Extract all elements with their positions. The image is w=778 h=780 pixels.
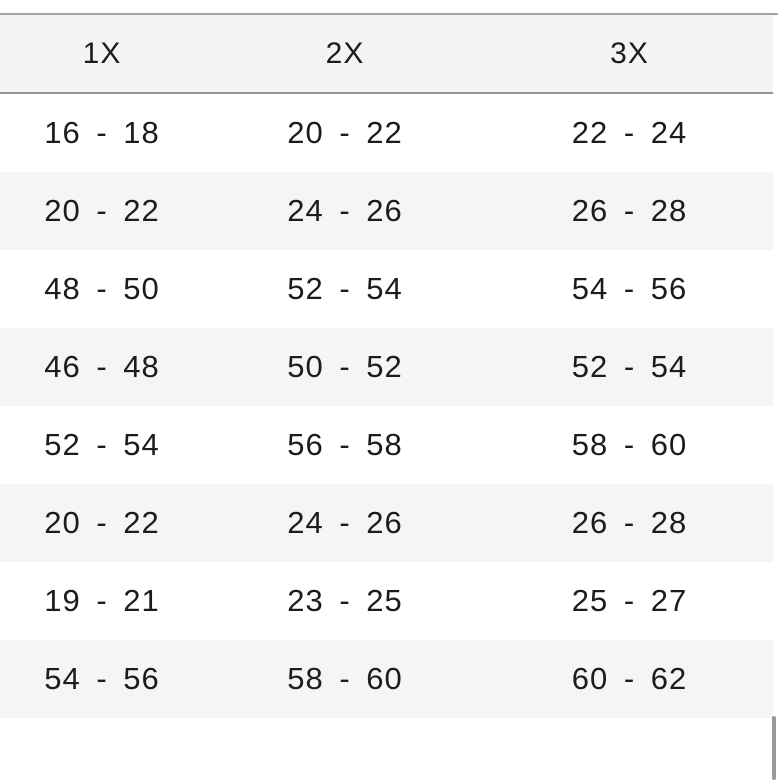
size-cell: 19 - 21: [44, 583, 160, 618]
table-row: 54 - 56 58 - 60 60 - 62: [0, 640, 773, 718]
size-cell: 52 - 54: [44, 427, 160, 462]
size-chart-table: 1X 2X 3X 16 - 18 20 - 22 22 - 24 20 - 22…: [0, 15, 773, 718]
column-header-3x: 3X: [486, 15, 773, 94]
size-cell: 16 - 18: [44, 115, 160, 150]
size-cell: 25 - 27: [571, 583, 688, 618]
size-cell: 24 - 26: [287, 193, 403, 228]
size-cell: 26 - 28: [571, 505, 688, 540]
size-cell: 48 - 50: [44, 271, 160, 306]
size-cell: 58 - 60: [287, 661, 403, 696]
column-header-1x: 1X: [0, 15, 204, 94]
size-cell: 52 - 54: [571, 349, 688, 384]
table-row: 19 - 21 23 - 25 25 - 27: [0, 562, 773, 640]
size-cell: 54 - 56: [571, 271, 688, 306]
size-cell: 46 - 48: [44, 349, 160, 384]
table-top-border: [0, 13, 778, 15]
size-cell: 20 - 22: [287, 115, 403, 150]
size-cell: 60 - 62: [571, 661, 688, 696]
size-cell: 22 - 24: [571, 115, 688, 150]
size-cell: 26 - 28: [571, 193, 688, 228]
size-cell: 50 - 52: [287, 349, 403, 384]
size-cell: 20 - 22: [44, 505, 160, 540]
size-cell: 56 - 58: [287, 427, 403, 462]
size-cell: 23 - 25: [287, 583, 403, 618]
table-row: 48 - 50 52 - 54 54 - 56: [0, 250, 773, 328]
table-row: 16 - 18 20 - 22 22 - 24: [0, 93, 773, 172]
size-cell: 54 - 56: [44, 661, 160, 696]
size-cell: 24 - 26: [287, 505, 403, 540]
table-row: 52 - 54 56 - 58 58 - 60: [0, 406, 773, 484]
table-row: 46 - 48 50 - 52 52 - 54: [0, 328, 773, 406]
size-cell: 58 - 60: [571, 427, 688, 462]
vertical-scrollbar-thumb[interactable]: [772, 716, 776, 780]
size-cell: 20 - 22: [44, 193, 160, 228]
column-header-2x: 2X: [204, 15, 486, 94]
table-row: 20 - 22 24 - 26 26 - 28: [0, 172, 773, 250]
table-header-row: 1X 2X 3X: [0, 15, 773, 94]
size-cell: 52 - 54: [287, 271, 403, 306]
table-row: 20 - 22 24 - 26 26 - 28: [0, 484, 773, 562]
